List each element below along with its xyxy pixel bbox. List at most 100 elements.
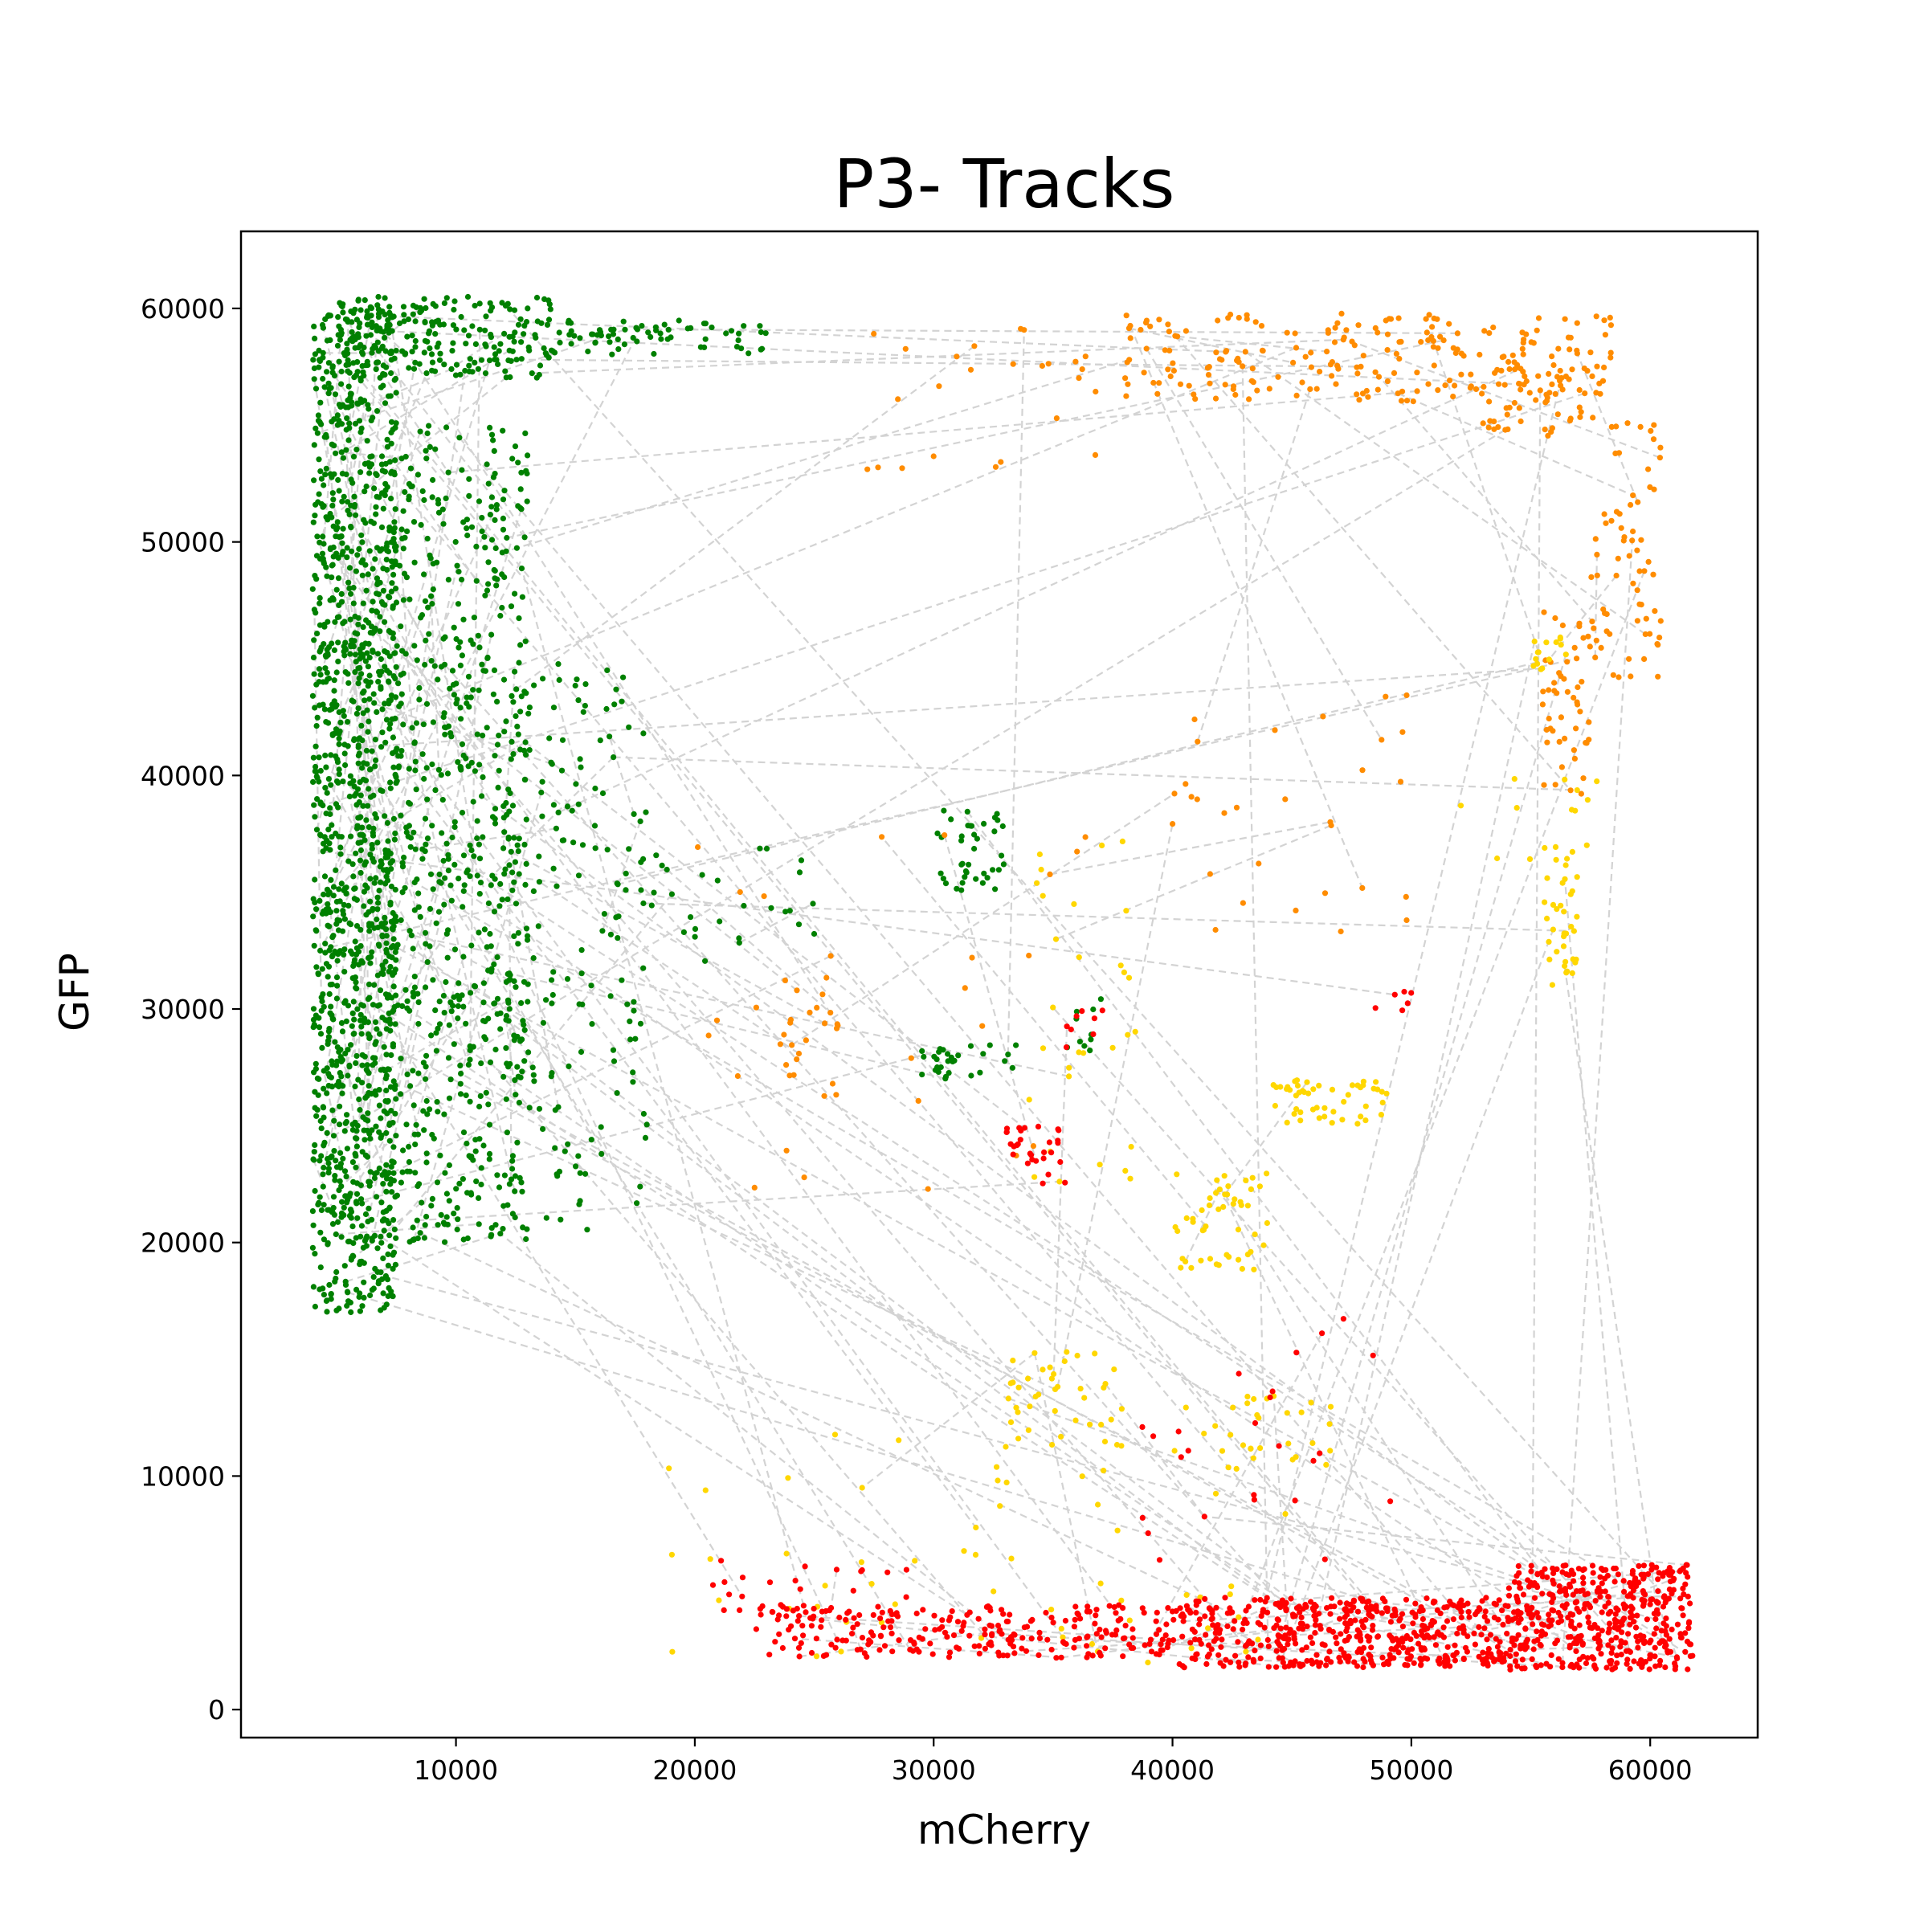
data-point: [470, 641, 476, 647]
data-point: [515, 843, 521, 848]
data-point: [1542, 427, 1548, 432]
data-point: [904, 1567, 909, 1573]
data-point: [545, 322, 550, 328]
data-point: [1011, 361, 1016, 367]
data-point: [1006, 1395, 1011, 1401]
data-point: [330, 731, 336, 737]
data-point: [317, 400, 323, 406]
data-point: [401, 304, 406, 309]
data-point: [1142, 370, 1147, 375]
data-point: [973, 1525, 978, 1530]
data-point: [1655, 642, 1660, 647]
data-point: [555, 661, 561, 667]
data-point: [1551, 1581, 1557, 1587]
data-point: [611, 701, 617, 707]
data-point: [1392, 1609, 1398, 1615]
data-point: [708, 1556, 713, 1562]
data-point: [412, 1142, 418, 1147]
data-point: [1684, 1562, 1689, 1568]
data-point: [1097, 1650, 1102, 1656]
data-point: [329, 475, 334, 480]
data-point: [1165, 321, 1170, 327]
data-point: [402, 571, 407, 577]
data-point: [418, 429, 423, 435]
data-point: [521, 1022, 526, 1027]
data-point: [1412, 1601, 1418, 1607]
data-point: [455, 1205, 460, 1211]
data-point: [497, 341, 503, 347]
data-point: [1165, 366, 1170, 372]
data-point: [386, 304, 392, 309]
data-point: [364, 748, 370, 754]
data-point: [1682, 1582, 1688, 1587]
data-point: [378, 329, 383, 334]
data-point: [1031, 1143, 1036, 1149]
data-point: [366, 1083, 372, 1089]
data-point: [425, 835, 431, 841]
data-point: [412, 880, 418, 885]
data-point: [537, 879, 542, 884]
data-point: [1120, 839, 1125, 844]
data-point: [1566, 335, 1571, 341]
data-point: [624, 1002, 630, 1007]
data-point: [819, 991, 825, 997]
data-point: [1342, 1652, 1347, 1658]
data-point: [466, 674, 472, 680]
data-point: [469, 323, 475, 329]
data-point: [324, 811, 329, 816]
data-point: [359, 1259, 365, 1264]
data-point: [355, 622, 361, 627]
data-point: [514, 724, 520, 729]
data-point: [334, 899, 340, 905]
data-point: [1026, 953, 1031, 958]
data-point: [1669, 1627, 1675, 1632]
data-point: [337, 1150, 343, 1156]
data-point: [392, 545, 398, 550]
data-point: [472, 360, 477, 366]
data-point: [320, 376, 325, 382]
data-point: [910, 1648, 916, 1654]
data-point: [1550, 362, 1556, 368]
data-point: [361, 345, 366, 350]
data-point: [390, 427, 396, 432]
data-point: [377, 1031, 382, 1037]
data-point: [1293, 1497, 1298, 1503]
data-point: [339, 541, 345, 546]
data-point: [968, 367, 974, 373]
data-point: [993, 464, 999, 470]
data-point: [1285, 1120, 1290, 1125]
data-point: [504, 897, 510, 902]
data-point: [1446, 321, 1452, 327]
data-point: [1420, 1607, 1426, 1613]
data-point: [1251, 1267, 1256, 1272]
data-point: [701, 321, 707, 326]
data-point: [325, 827, 331, 832]
data-point: [401, 509, 406, 514]
data-point: [324, 1297, 329, 1303]
data-point: [737, 889, 743, 895]
data-point: [1265, 1637, 1271, 1643]
data-point: [640, 730, 646, 736]
data-point: [326, 1166, 332, 1171]
data-point: [1363, 1104, 1369, 1109]
data-point: [477, 856, 483, 861]
data-point: [1145, 1660, 1150, 1665]
data-point: [362, 697, 367, 703]
data-point: [1119, 1406, 1125, 1411]
data-point: [317, 601, 322, 607]
data-point: [1543, 639, 1549, 645]
data-point: [791, 1072, 797, 1078]
data-point: [367, 876, 373, 881]
data-point: [353, 1053, 359, 1059]
data-point: [1309, 365, 1314, 370]
data-point: [398, 1091, 403, 1097]
data-point: [358, 671, 364, 676]
data-point: [1652, 1611, 1657, 1616]
data-point: [1361, 1079, 1366, 1084]
data-point: [341, 526, 346, 532]
data-point: [412, 739, 418, 745]
data-point: [1576, 1566, 1582, 1571]
data-point: [356, 962, 362, 967]
data-point: [339, 1091, 345, 1097]
